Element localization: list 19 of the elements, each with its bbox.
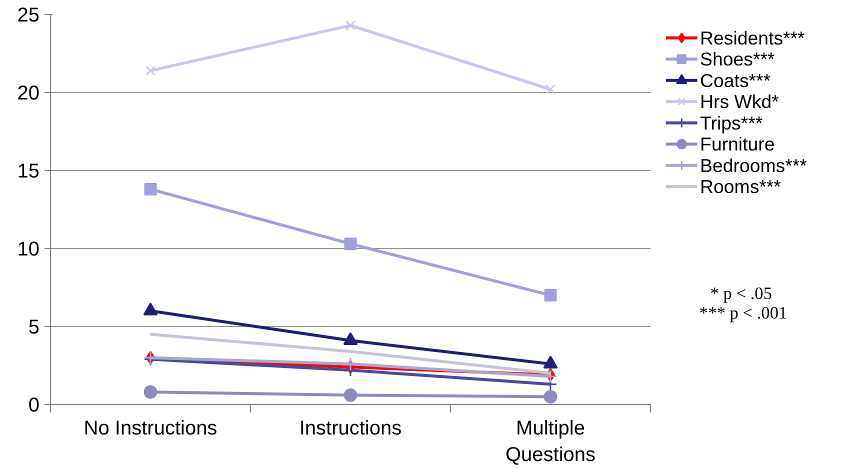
y-tick-label: 5 bbox=[28, 316, 40, 338]
legend-label: Hrs Wkd* bbox=[700, 91, 779, 112]
y-tick-label: 20 bbox=[17, 82, 40, 104]
y-tick-label: 25 bbox=[17, 4, 40, 26]
legend-label: Residents*** bbox=[700, 27, 805, 48]
y-tick-label: 0 bbox=[28, 394, 40, 416]
legend-label: Trips*** bbox=[700, 112, 763, 134]
text: *** p < .001 bbox=[699, 303, 788, 322]
y-tick-label: 10 bbox=[17, 238, 40, 260]
x-tick-label: Instructions bbox=[299, 418, 402, 440]
y-tick-label: 15 bbox=[17, 160, 40, 182]
legend-label: Rooms*** bbox=[700, 176, 781, 198]
legend-label: Furniture bbox=[700, 134, 775, 155]
x-tick-label: Multiple Questions bbox=[505, 418, 596, 466]
legend-label: Shoes*** bbox=[700, 48, 775, 70]
text: * p < .05 bbox=[710, 284, 772, 303]
legend-label: Bedrooms*** bbox=[700, 154, 807, 176]
x-tick-label: No Instructions bbox=[84, 418, 218, 440]
legend-label: Coats*** bbox=[700, 70, 771, 91]
